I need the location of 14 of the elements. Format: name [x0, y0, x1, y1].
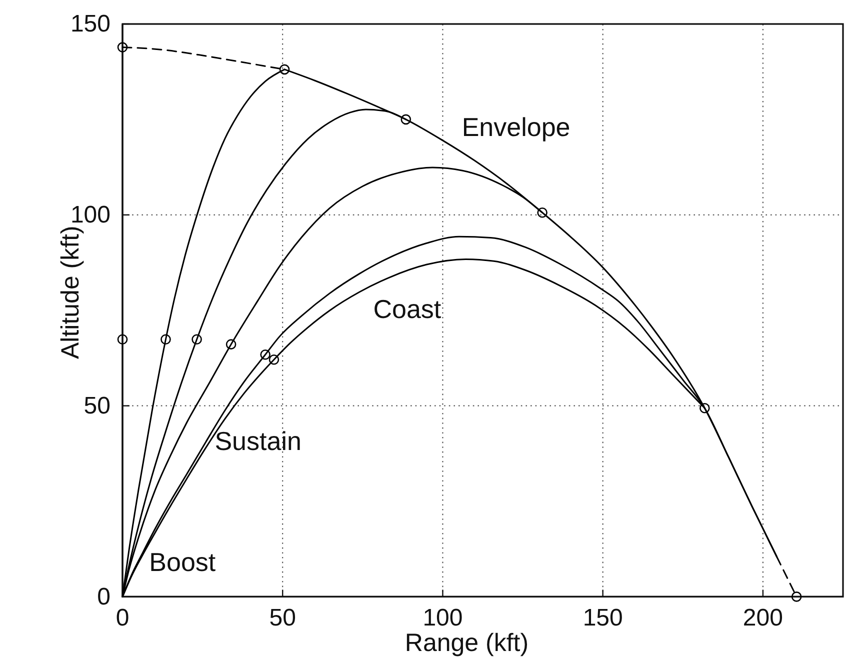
annotation: Sustain	[214, 426, 302, 456]
x-axis-title: Range (kft)	[404, 629, 529, 657]
x-tick-label: 150	[582, 604, 623, 632]
y-tick-label: 150	[70, 10, 110, 38]
x-tick-label: 0	[116, 604, 130, 632]
annotation: Boost	[149, 546, 216, 577]
annotation: Envelope	[462, 112, 570, 142]
y-tick-label: 0	[97, 583, 110, 610]
y-axis-title: Altitude (kft)	[56, 226, 84, 360]
x-tick-label: 100	[422, 604, 463, 632]
annotation: Coast	[373, 294, 442, 324]
x-tick-label: 50	[269, 604, 296, 632]
x-tick-label: 200	[742, 604, 783, 632]
y-tick-label: 50	[84, 392, 110, 420]
